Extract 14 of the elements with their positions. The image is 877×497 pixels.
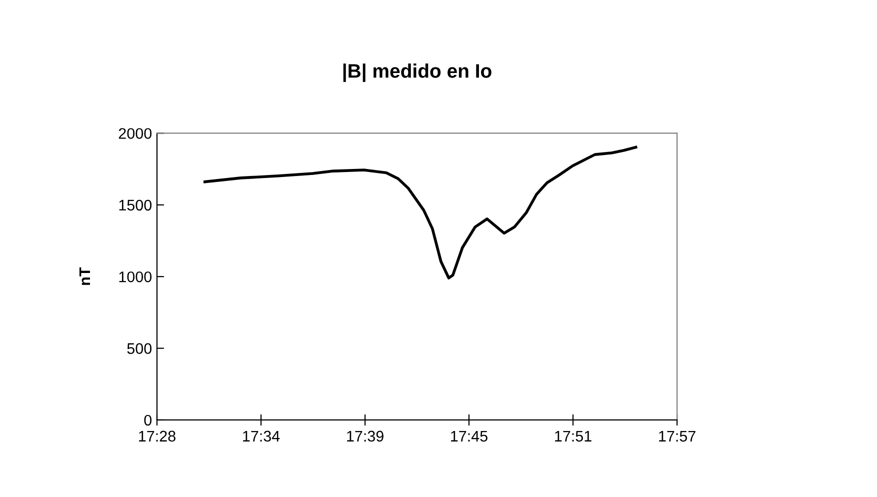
x-tick-label: 17:39 (347, 430, 384, 442)
y-tick-label: 0 (144, 414, 152, 426)
x-tick-label: 17:28 (139, 430, 176, 442)
y-tick-label: 1000 (119, 271, 152, 282)
y-tick-label: 1500 (119, 200, 152, 211)
x-tick-label: 17:51 (555, 430, 592, 442)
y-axis-title: nT (79, 267, 90, 285)
chart-title: |B| medido en Io (343, 64, 492, 82)
x-tick-label: 17:57 (659, 430, 696, 442)
y-tick-label: 500 (127, 343, 152, 354)
x-tick-label: 17:45 (451, 430, 488, 442)
x-tick-label: 17:34 (243, 430, 280, 442)
y-tick-label: 2000 (118, 128, 152, 139)
line-series (203, 146, 638, 280)
